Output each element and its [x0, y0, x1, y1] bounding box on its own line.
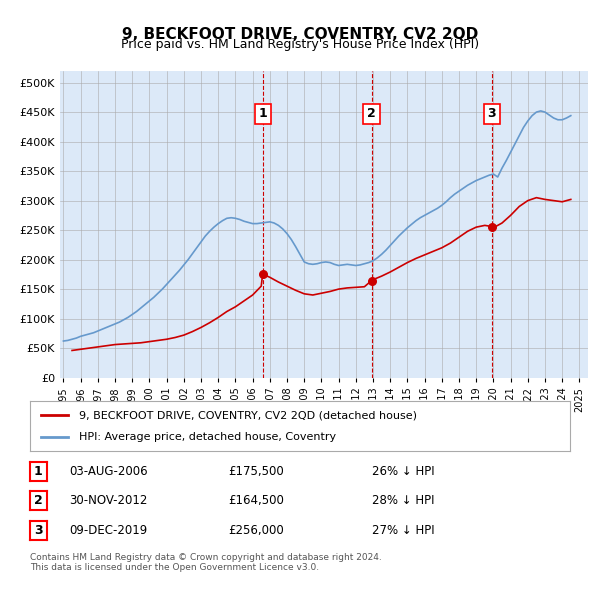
Text: 9, BECKFOOT DRIVE, COVENTRY, CV2 2QD (detached house): 9, BECKFOOT DRIVE, COVENTRY, CV2 2QD (de… — [79, 410, 416, 420]
Text: 09-DEC-2019: 09-DEC-2019 — [69, 524, 147, 537]
Text: 9, BECKFOOT DRIVE, COVENTRY, CV2 2QD: 9, BECKFOOT DRIVE, COVENTRY, CV2 2QD — [122, 27, 478, 41]
Text: 1: 1 — [34, 465, 43, 478]
Text: HPI: Average price, detached house, Coventry: HPI: Average price, detached house, Cove… — [79, 432, 336, 442]
Text: This data is licensed under the Open Government Licence v3.0.: This data is licensed under the Open Gov… — [30, 563, 319, 572]
Text: 2: 2 — [34, 494, 43, 507]
Text: 1: 1 — [258, 107, 267, 120]
Point — [258, 269, 268, 278]
Text: 03-AUG-2006: 03-AUG-2006 — [69, 465, 148, 478]
Text: 2: 2 — [367, 107, 376, 120]
Point — [367, 276, 376, 285]
Text: Price paid vs. HM Land Registry's House Price Index (HPI): Price paid vs. HM Land Registry's House … — [121, 38, 479, 51]
Text: 3: 3 — [34, 524, 43, 537]
Text: 26% ↓ HPI: 26% ↓ HPI — [372, 465, 434, 478]
Text: £175,500: £175,500 — [228, 465, 284, 478]
Text: 27% ↓ HPI: 27% ↓ HPI — [372, 524, 434, 537]
Text: 3: 3 — [488, 107, 496, 120]
Text: 30-NOV-2012: 30-NOV-2012 — [69, 494, 148, 507]
Point — [487, 222, 497, 231]
Text: £256,000: £256,000 — [228, 524, 284, 537]
Text: £164,500: £164,500 — [228, 494, 284, 507]
Text: Contains HM Land Registry data © Crown copyright and database right 2024.: Contains HM Land Registry data © Crown c… — [30, 553, 382, 562]
Text: 28% ↓ HPI: 28% ↓ HPI — [372, 494, 434, 507]
